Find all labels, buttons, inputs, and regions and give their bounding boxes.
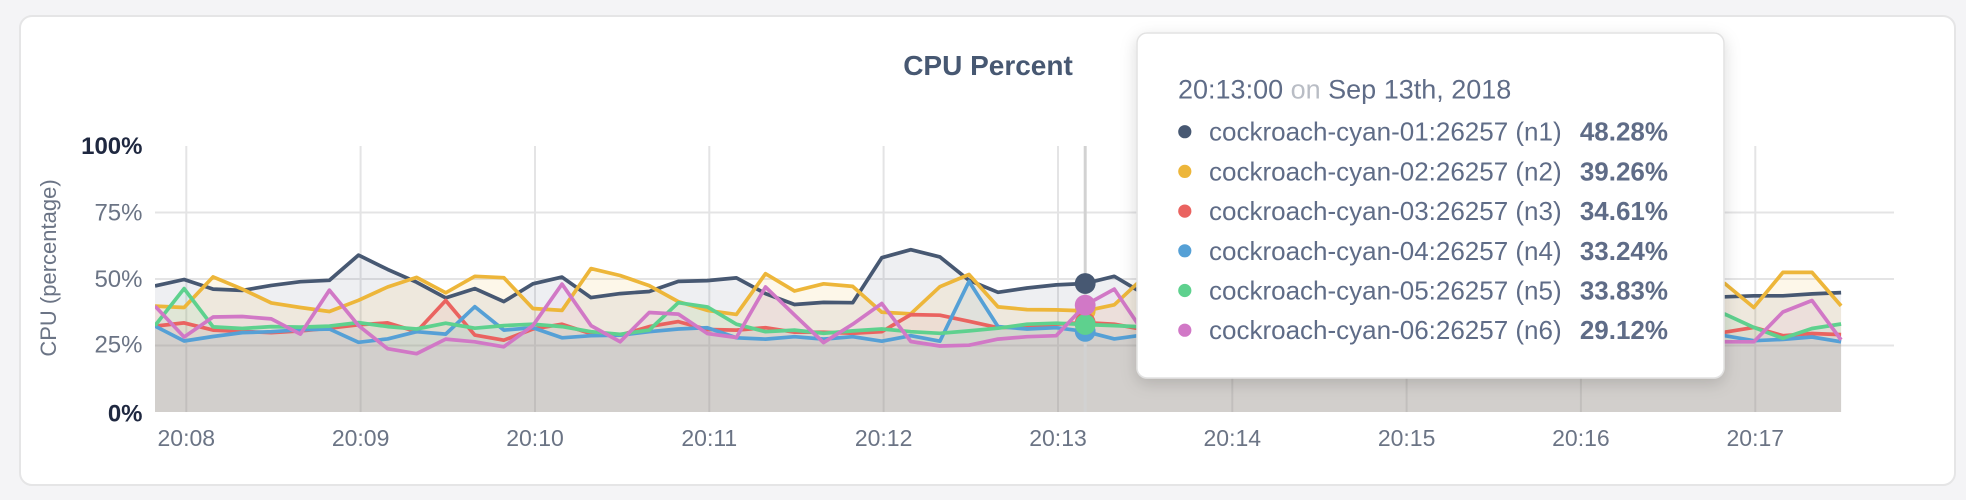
svg-text:20:16: 20:16 — [1552, 425, 1610, 451]
svg-text:39.26%: 39.26% — [1580, 156, 1668, 186]
svg-text:20:09: 20:09 — [332, 425, 390, 451]
svg-text:20:10: 20:10 — [506, 425, 564, 451]
svg-text:20:13:00 on Sep 13th, 2018: 20:13:00 on Sep 13th, 2018 — [1178, 75, 1511, 105]
svg-text:34.61%: 34.61% — [1580, 196, 1668, 226]
svg-text:29.12%: 29.12% — [1580, 315, 1668, 345]
svg-text:20:08: 20:08 — [158, 425, 216, 451]
svg-text:48.28%: 48.28% — [1580, 117, 1668, 147]
svg-text:cockroach-cyan-04:26257 (n4): cockroach-cyan-04:26257 (n4) — [1209, 236, 1562, 266]
svg-text:cockroach-cyan-03:26257 (n3): cockroach-cyan-03:26257 (n3) — [1209, 196, 1562, 226]
svg-text:20:11: 20:11 — [681, 425, 737, 451]
svg-text:cockroach-cyan-06:26257 (n6): cockroach-cyan-06:26257 (n6) — [1209, 315, 1562, 345]
svg-text:CPU Percent: CPU Percent — [903, 50, 1073, 81]
svg-text:20:17: 20:17 — [1727, 425, 1785, 451]
svg-text:20:14: 20:14 — [1204, 425, 1262, 451]
svg-text:20:15: 20:15 — [1378, 425, 1436, 451]
svg-text:20:12: 20:12 — [855, 425, 913, 451]
svg-text:20:13: 20:13 — [1029, 425, 1087, 451]
svg-text:33.24%: 33.24% — [1580, 236, 1668, 266]
svg-text:cockroach-cyan-01:26257 (n1): cockroach-cyan-01:26257 (n1) — [1209, 117, 1562, 147]
svg-text:33.83%: 33.83% — [1580, 276, 1668, 306]
svg-text:cockroach-cyan-02:26257 (n2): cockroach-cyan-02:26257 (n2) — [1209, 156, 1562, 186]
svg-text:cockroach-cyan-05:26257 (n5): cockroach-cyan-05:26257 (n5) — [1209, 276, 1562, 306]
svg-text:100%: 100% — [81, 133, 142, 160]
svg-text:0%: 0% — [108, 401, 143, 428]
svg-text:50%: 50% — [94, 266, 142, 293]
svg-text:CPU (percentage): CPU (percentage) — [36, 179, 61, 356]
svg-text:25%: 25% — [94, 332, 142, 359]
svg-text:75%: 75% — [94, 200, 142, 227]
